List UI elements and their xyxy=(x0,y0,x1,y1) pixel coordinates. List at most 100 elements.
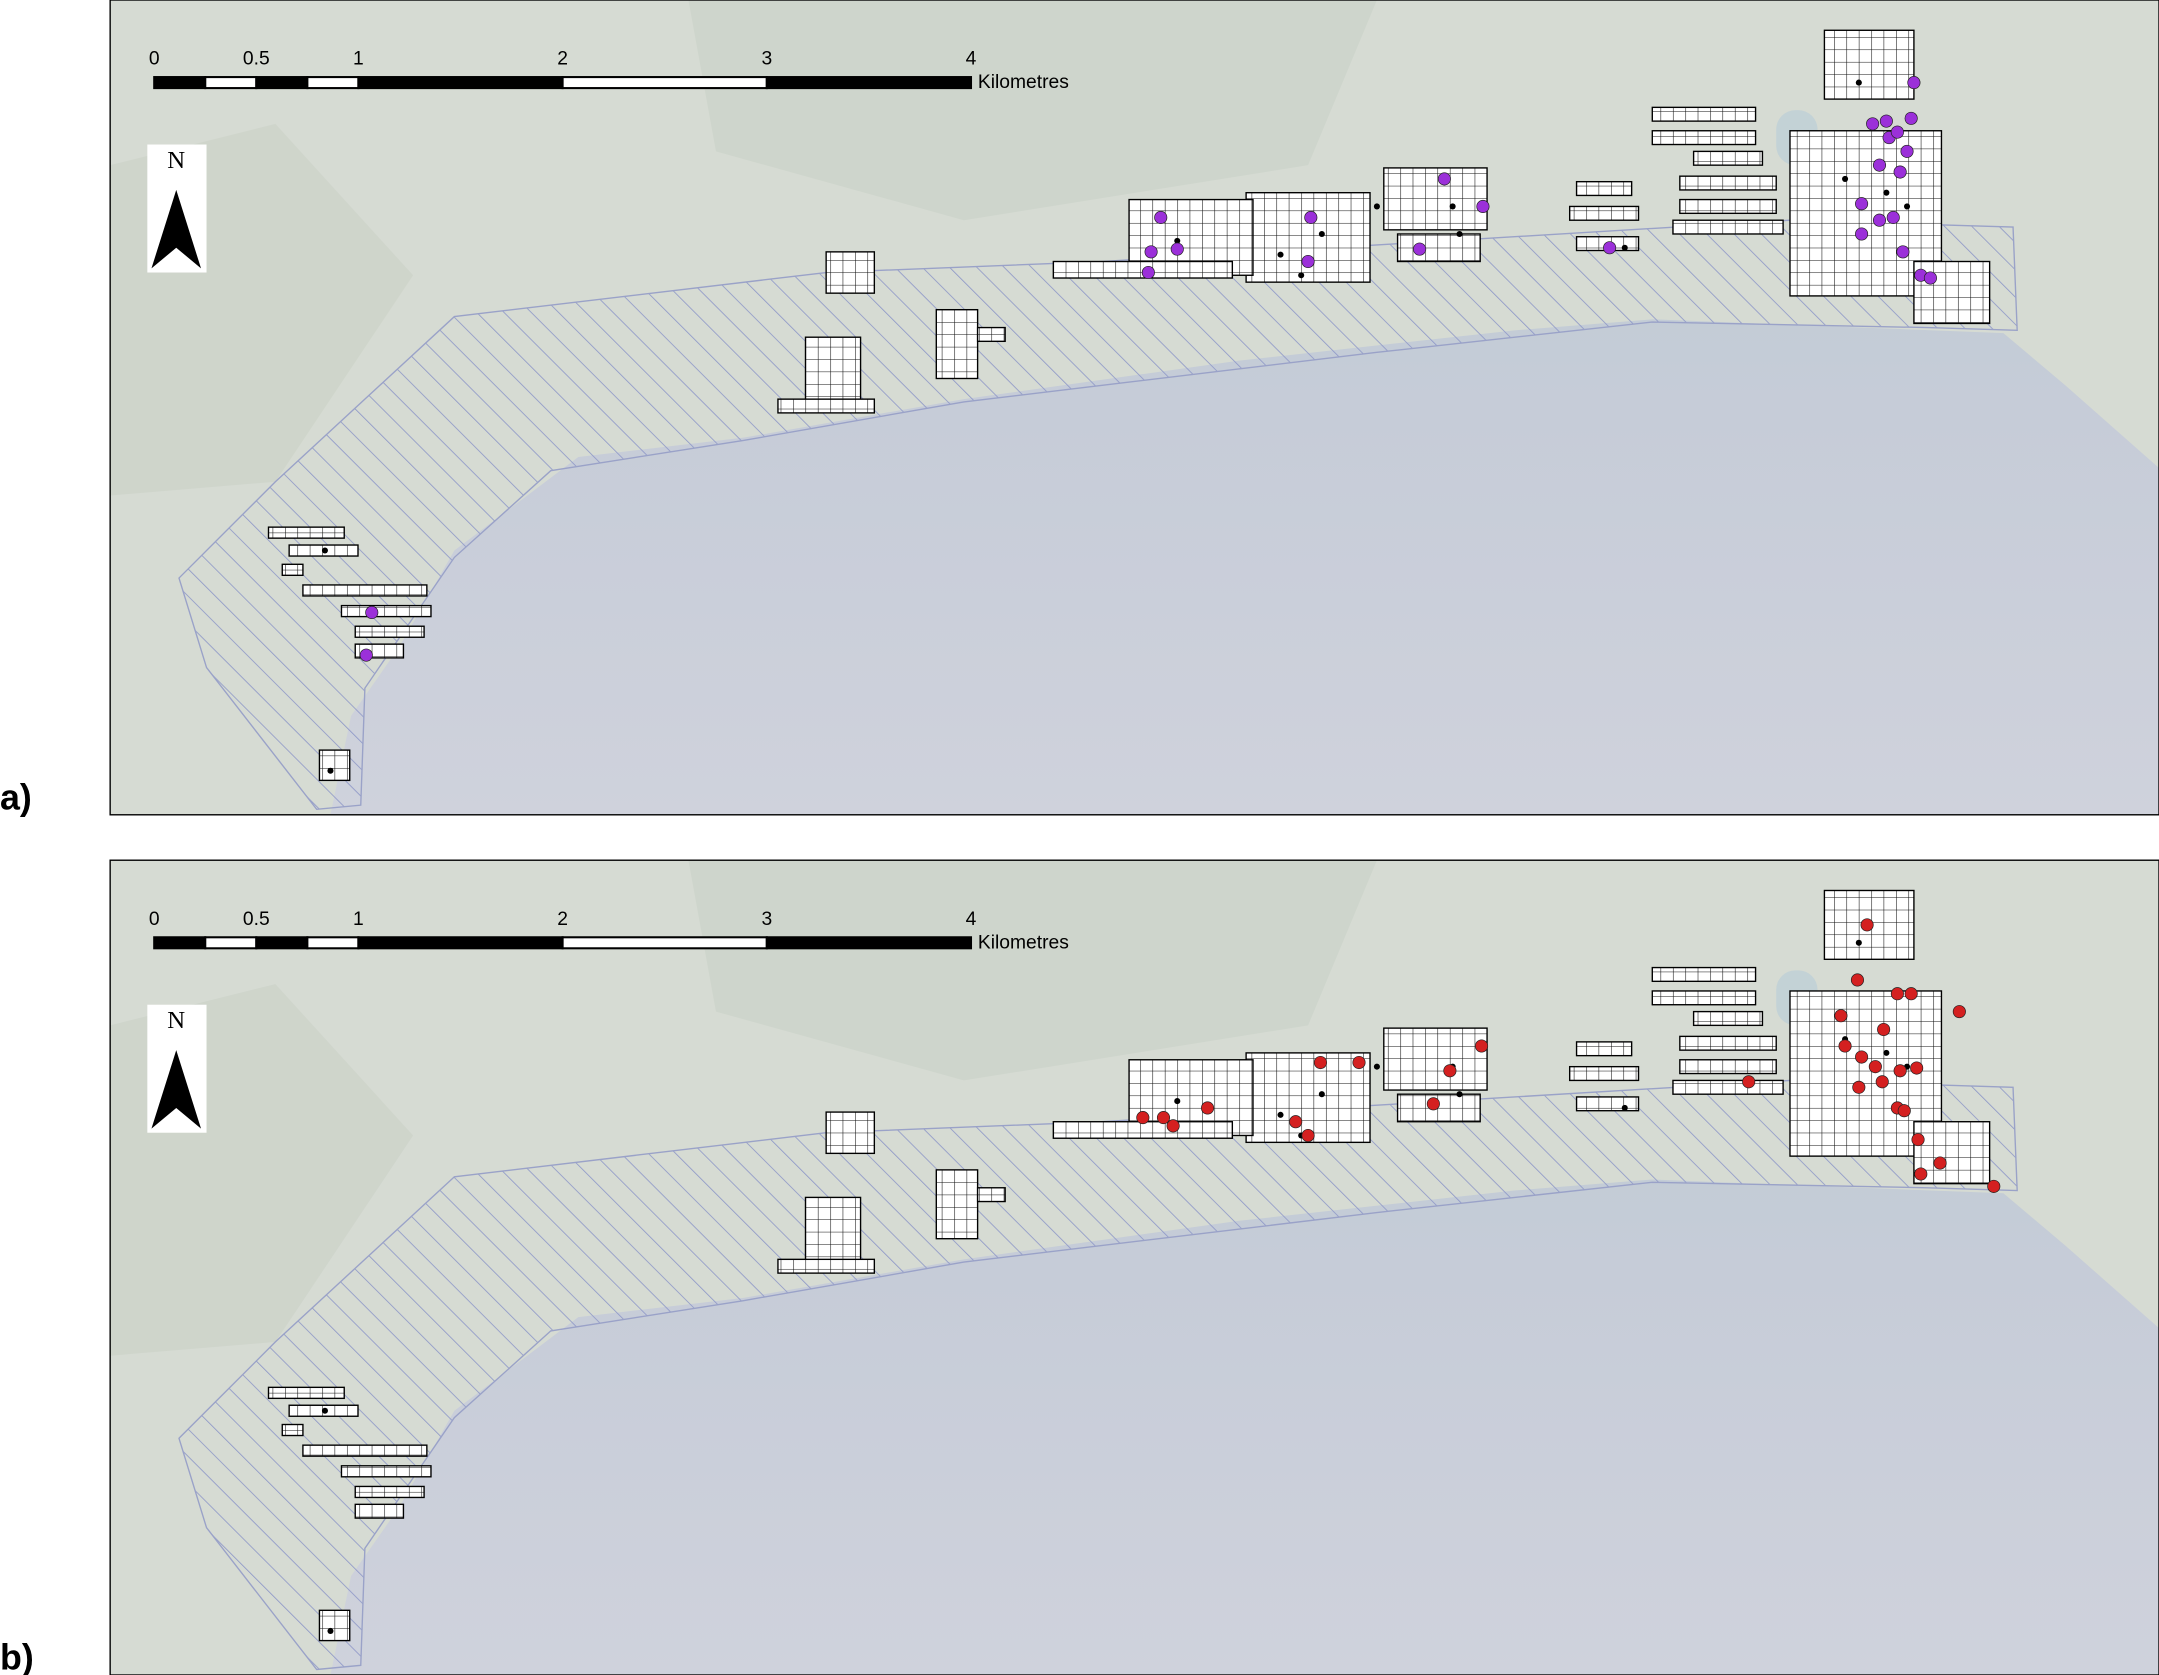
record-point xyxy=(1890,987,1904,1001)
grid-block xyxy=(1672,219,1784,235)
grid-block xyxy=(976,326,1006,343)
panel-label: b) xyxy=(0,1638,34,1675)
record-point xyxy=(1868,1060,1882,1074)
record-point xyxy=(1443,1064,1457,1078)
sample-dot xyxy=(1456,1091,1463,1098)
scale-bar-segment xyxy=(153,936,207,950)
grid-block xyxy=(825,251,876,294)
scale-bar-segment xyxy=(561,936,768,950)
grid-block xyxy=(302,584,428,597)
map-content xyxy=(110,860,2159,1675)
land-relief xyxy=(688,0,1377,221)
sample-dot xyxy=(1903,203,1911,210)
record-point xyxy=(1850,973,1864,987)
record-point xyxy=(1834,1009,1848,1023)
record-point xyxy=(1156,1111,1171,1125)
record-point xyxy=(1875,1075,1889,1089)
record-point xyxy=(1987,1179,2001,1193)
sample-dot xyxy=(1621,244,1628,251)
scale-bar-segment xyxy=(255,936,309,950)
scale-bar-segment xyxy=(306,936,360,950)
scale-bar-segment xyxy=(204,76,258,90)
record-point xyxy=(1866,117,1880,131)
grid-block xyxy=(1679,1059,1777,1075)
record-point xyxy=(1872,213,1887,227)
grid-block xyxy=(1575,1041,1633,1057)
grid-block xyxy=(1651,966,1757,983)
grid-block xyxy=(825,1111,876,1155)
scale-bar-segment xyxy=(765,936,973,950)
record-point xyxy=(1476,199,1490,213)
record-point xyxy=(1855,1050,1869,1064)
sample-dot xyxy=(1277,251,1284,258)
record-point xyxy=(1301,1128,1315,1143)
grid-block xyxy=(354,1503,405,1519)
record-point xyxy=(1154,210,1168,224)
record-point xyxy=(1914,1167,1928,1181)
grid-block xyxy=(777,1258,876,1274)
north-label: N xyxy=(167,147,185,174)
scale-tick-label: 0.5 xyxy=(243,49,270,70)
north-label: N xyxy=(167,1007,185,1034)
grid-block xyxy=(1383,1027,1488,1091)
sample-dot xyxy=(1318,1091,1325,1098)
grid-block xyxy=(340,604,432,618)
record-point xyxy=(1872,158,1887,172)
record-point xyxy=(1855,197,1869,211)
grid-block xyxy=(1568,205,1640,221)
study-area xyxy=(178,219,2018,811)
sample-dot xyxy=(1842,175,1849,182)
sample-dot xyxy=(1174,1098,1181,1105)
grid-block xyxy=(1913,260,1991,325)
grid-block xyxy=(1396,1093,1481,1123)
grid-block xyxy=(1245,1052,1371,1144)
grid-block xyxy=(1651,130,1757,146)
sample-dot xyxy=(327,1627,334,1634)
grid-block xyxy=(318,749,351,782)
grid-block xyxy=(1692,150,1764,166)
record-point xyxy=(1426,1097,1440,1111)
grid-block xyxy=(318,1609,351,1642)
scale-tick-label: 4 xyxy=(966,909,977,930)
record-point xyxy=(1313,1055,1328,1070)
grid-block xyxy=(935,1169,979,1240)
record-point xyxy=(1877,1022,1891,1037)
scale-tick-label: 3 xyxy=(761,49,772,70)
record-point xyxy=(1886,210,1900,224)
grid-block xyxy=(1672,1079,1784,1095)
grid-block xyxy=(935,308,979,380)
grid-block xyxy=(267,1386,345,1400)
record-point xyxy=(1904,987,1918,1001)
record-point xyxy=(1896,245,1910,259)
record-point xyxy=(1144,245,1158,259)
record-point xyxy=(1900,144,1914,158)
grid-block xyxy=(1575,180,1633,197)
scale-tick-label: 2 xyxy=(557,909,568,930)
record-point xyxy=(1879,114,1893,128)
record-point xyxy=(1603,241,1617,255)
sample-dot xyxy=(1855,79,1862,86)
sample-dot xyxy=(1277,1111,1284,1118)
grid-block xyxy=(281,563,304,576)
record-point xyxy=(359,648,373,662)
study-area xyxy=(178,1079,2018,1671)
grid-block xyxy=(1692,1010,1764,1027)
map-content xyxy=(110,0,2159,815)
record-point xyxy=(1475,1039,1489,1053)
sample-dot xyxy=(1449,203,1456,210)
sample-dot xyxy=(1373,1063,1380,1070)
panel-frame xyxy=(109,859,2159,1675)
record-point xyxy=(1304,210,1318,224)
record-point xyxy=(1301,254,1315,269)
record-point xyxy=(1911,1133,1925,1147)
scale-bar-segment xyxy=(204,936,258,950)
grid-block xyxy=(1575,1096,1640,1112)
sample-dot xyxy=(1883,1049,1890,1056)
grid-block xyxy=(1383,167,1488,231)
scale-tick-label: 0 xyxy=(149,49,160,70)
scale-tick-label: 4 xyxy=(966,49,977,70)
sample-dot xyxy=(1621,1104,1628,1111)
sample-dot xyxy=(1373,203,1380,210)
sample-dot xyxy=(1883,189,1890,196)
